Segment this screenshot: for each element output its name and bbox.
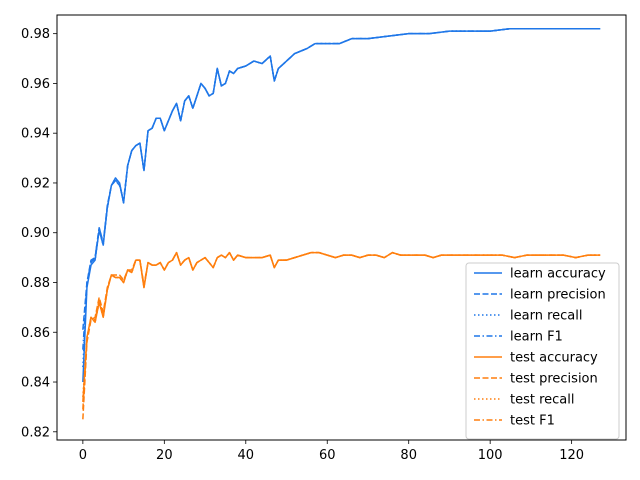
- x-tick-label: 0: [79, 448, 87, 463]
- legend-label: test F1: [510, 414, 555, 429]
- y-tick-label: 0.90: [21, 226, 50, 241]
- series-line-2: [82, 27, 601, 330]
- legend-label: test recall: [510, 393, 575, 408]
- x-tick-label: 80: [400, 448, 417, 463]
- legend-box: [465, 262, 620, 440]
- x-tick-label: 40: [238, 448, 255, 463]
- series-line-8: [82, 251, 601, 410]
- y-tick-label: 0.94: [21, 127, 50, 142]
- legend-label: learn F1: [510, 330, 563, 345]
- legend: learn accuracy learn precision learn recal…: [465, 262, 620, 440]
- legend-label: test precision: [510, 372, 598, 387]
- plot-area: [56, 14, 627, 441]
- legend-label: learn accuracy: [510, 267, 606, 282]
- y-tick-label: 0.96: [21, 77, 50, 92]
- x-tick-label: 20: [156, 448, 173, 463]
- axes-frame: [56, 14, 627, 441]
- y-tick-label: 0.82: [21, 425, 50, 440]
- x-tick-label: 60: [319, 448, 336, 463]
- y-tick-label: 0.88: [21, 276, 50, 291]
- y-tick-label: 0.86: [21, 326, 50, 341]
- y-axis: 0.82 0.84 0.86 0.88 0.90 0.92 0.94 0.96 0.98: [21, 27, 57, 440]
- x-tick-label: 100: [478, 448, 503, 463]
- y-tick-label: 0.98: [21, 27, 50, 42]
- series-line-4: [82, 27, 601, 350]
- series-line-7: [82, 251, 601, 398]
- x-tick-label: 120: [559, 448, 584, 463]
- legend-label: test accuracy: [510, 351, 598, 366]
- x-axis: 0 20 40 60 80 100 120: [79, 440, 584, 463]
- legend-label: learn precision: [510, 288, 606, 303]
- y-tick-label: 0.92: [21, 176, 50, 191]
- series-layer: [82, 27, 601, 420]
- y-tick-label: 0.84: [21, 376, 50, 391]
- legend-label: learn recall: [510, 309, 582, 324]
